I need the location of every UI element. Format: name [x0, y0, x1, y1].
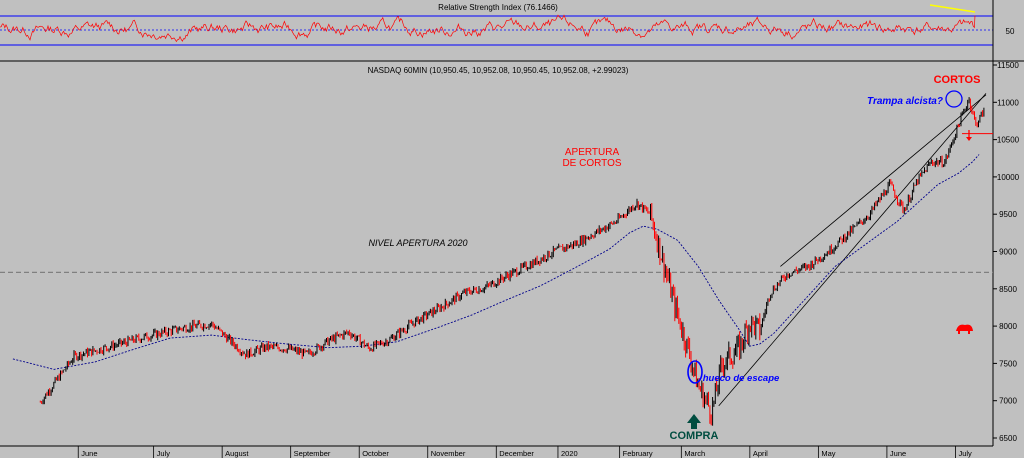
y-tick-label: 7500 — [999, 359, 1017, 368]
price-bars — [39, 97, 985, 426]
x-tick-label: 2020 — [561, 449, 578, 458]
rsi-title: Relative Strength Index (76.1466) — [438, 3, 558, 12]
annotation-apertura: APERTURA — [565, 147, 620, 158]
x-tick-label: May — [821, 449, 835, 458]
x-tick-label: April — [753, 449, 768, 458]
annotation-cortos: CORTOS — [934, 74, 981, 86]
y-tick-label: 9500 — [999, 210, 1017, 219]
trendlines — [718, 93, 987, 407]
bear-icon — [956, 324, 973, 334]
annotation-de-cortos: DE CORTOS — [562, 158, 621, 169]
y-tick-label: 8500 — [999, 285, 1017, 294]
x-tick-label: September — [294, 449, 331, 458]
rsi-line — [0, 14, 976, 43]
annotation-compra: COMPRA — [670, 430, 719, 442]
red-down-arrow-icon — [966, 130, 972, 141]
trendline — [718, 93, 987, 407]
compra-arrow-icon — [687, 414, 701, 429]
x-tick-label: June — [81, 449, 97, 458]
x-tick-label: August — [225, 449, 249, 458]
horizontal-levels — [0, 133, 993, 273]
x-tick-label: February — [623, 449, 653, 458]
x-axis: June July August September October November De… — [0, 445, 993, 458]
trendline — [780, 94, 987, 267]
y-tick-label: 11000 — [997, 98, 1019, 107]
x-tick-label: December — [499, 449, 534, 458]
annotation-hueco-escape: hueco de escape — [703, 373, 780, 384]
y-tick-label: 11500 — [997, 61, 1019, 70]
annotation-trampa-alcista: Trampa alcista? — [867, 96, 943, 107]
x-axis-labels: June July August September October November De… — [77, 446, 972, 458]
price-panel: NASDAQ 60MIN (10,950.45, 10,952.08, 10,9… — [0, 61, 1020, 446]
x-tick-label: June — [890, 449, 906, 458]
x-tick-label: November — [431, 449, 466, 458]
rsi-trendline — [929, 4, 976, 13]
trampa-circle-marker — [945, 90, 963, 108]
y-tick-label: 9000 — [999, 248, 1017, 257]
x-tick-label: July — [958, 449, 972, 458]
price-title: NASDAQ 60MIN (10,950.45, 10,952.08, 10,9… — [368, 66, 629, 75]
annotation-nivel-apertura: NIVEL APERTURA 2020 — [368, 238, 467, 248]
y-tick-label: 10000 — [997, 173, 1020, 182]
y-tick-label: 8000 — [999, 322, 1017, 331]
y-tick-label: 6500 — [999, 434, 1017, 443]
y-tick-label: 10500 — [997, 136, 1020, 145]
hueco-circle-marker — [687, 360, 703, 384]
x-tick-label: July — [157, 449, 171, 458]
rsi-line-group — [0, 14, 976, 43]
price-y-ticks: 11500 11000 10500 10000 9500 9000 8500 8000 7500… — [993, 61, 1020, 443]
moving-average-line — [12, 154, 980, 370]
x-tick-label: October — [362, 449, 389, 458]
y-tick-label: 7000 — [999, 397, 1017, 406]
x-tick-label: March — [684, 449, 705, 458]
rsi-tick-label: 50 — [1006, 27, 1015, 36]
rsi-panel: Relative Strength Index (76.1466) 50 — [0, 0, 1024, 62]
moving-average-group — [12, 154, 980, 370]
